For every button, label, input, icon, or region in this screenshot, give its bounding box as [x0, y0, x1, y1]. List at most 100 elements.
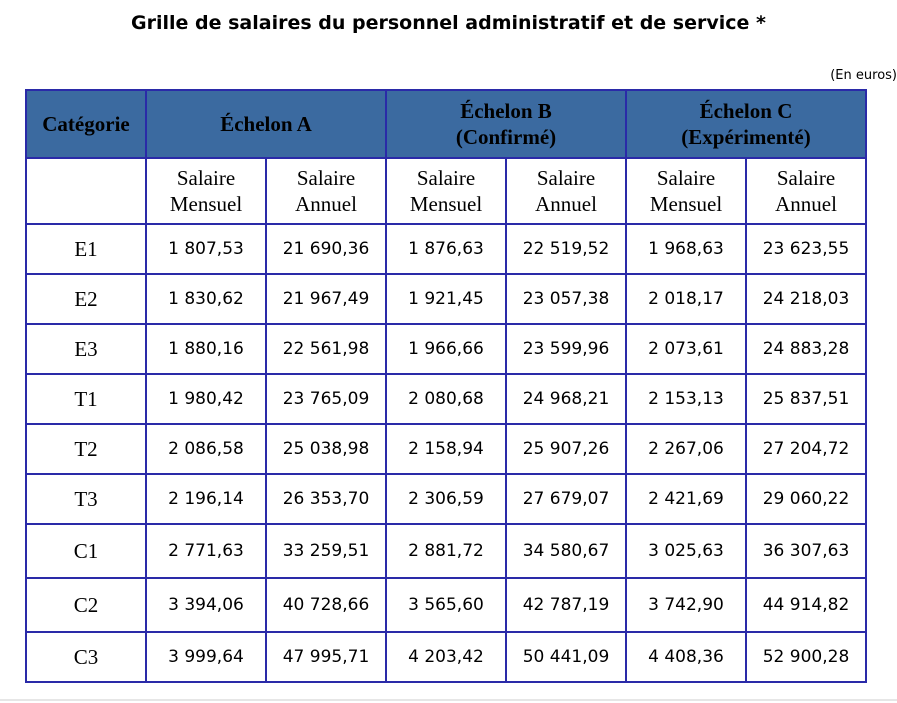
salary-cell: 50 441,09 [505, 631, 627, 683]
subheader-b-mensuel: Salaire Mensuel [385, 157, 507, 225]
table-row: C1 2 771,63 33 259,51 2 881,72 34 580,67… [25, 523, 867, 579]
salary-cell: 29 060,22 [745, 473, 867, 525]
salary-cell: 4 408,36 [625, 631, 747, 683]
subheader-label: Mensuel [409, 192, 483, 216]
salary-cell: 2 086,58 [145, 423, 267, 475]
category-cell: C2 [25, 577, 147, 633]
header-echelon-b: Échelon B (Confirmé) [385, 89, 627, 159]
table-row: T2 2 086,58 25 038,98 2 158,94 25 907,26… [25, 423, 867, 475]
salary-cell: 27 679,07 [505, 473, 627, 525]
subheader-row: Salaire Mensuel Salaire Annuel Salaire M… [25, 157, 867, 225]
table-row: E1 1 807,53 21 690,36 1 876,63 22 519,52… [25, 223, 867, 275]
header-echelon-b-subtitle: (Confirmé) [455, 125, 557, 149]
salary-cell: 24 968,21 [505, 373, 627, 425]
table-row: C3 3 999,64 47 995,71 4 203,42 50 441,09… [25, 631, 867, 683]
salary-cell: 40 728,66 [265, 577, 387, 633]
salary-cell: 2 153,13 [625, 373, 747, 425]
subheader-label: Mensuel [169, 192, 243, 216]
header-echelon-a: Échelon A [145, 89, 387, 159]
salary-cell: 1 876,63 [385, 223, 507, 275]
page-title: Grille de salaires du personnel administ… [131, 12, 766, 34]
category-cell: C3 [25, 631, 147, 683]
subheader-label: Salaire [416, 166, 476, 190]
table-row: E2 1 830,62 21 967,49 1 921,45 23 057,38… [25, 273, 867, 325]
salary-cell: 2 073,61 [625, 323, 747, 375]
subheader-a-mensuel: Salaire Mensuel [145, 157, 267, 225]
table-row: T1 1 980,42 23 765,09 2 080,68 24 968,21… [25, 373, 867, 425]
salary-cell: 21 690,36 [265, 223, 387, 275]
salary-cell: 23 599,96 [505, 323, 627, 375]
salary-cell: 1 807,53 [145, 223, 267, 275]
subheader-label: Salaire [296, 166, 356, 190]
salary-cell: 25 837,51 [745, 373, 867, 425]
salary-cell: 2 771,63 [145, 523, 267, 579]
salary-cell: 23 057,38 [505, 273, 627, 325]
salary-cell: 2 881,72 [385, 523, 507, 579]
header-echelon-c-title: Échelon C [699, 99, 793, 123]
salary-cell: 1 968,63 [625, 223, 747, 275]
subheader-label: Salaire [776, 166, 836, 190]
subheader-a-annuel: Salaire Annuel [265, 157, 387, 225]
table-row: T3 2 196,14 26 353,70 2 306,59 27 679,07… [25, 473, 867, 525]
salary-cell: 36 307,63 [745, 523, 867, 579]
salary-cell: 44 914,82 [745, 577, 867, 633]
salary-cell: 22 519,52 [505, 223, 627, 275]
table-row: C2 3 394,06 40 728,66 3 565,60 42 787,19… [25, 577, 867, 633]
table-row: E3 1 880,16 22 561,98 1 966,66 23 599,96… [25, 323, 867, 375]
salary-cell: 27 204,72 [745, 423, 867, 475]
salary-cell: 24 883,28 [745, 323, 867, 375]
salary-cell: 21 967,49 [265, 273, 387, 325]
subheader-label: Salaire [176, 166, 236, 190]
category-cell: E3 [25, 323, 147, 375]
page-divider [0, 699, 897, 701]
salary-cell: 24 218,03 [745, 273, 867, 325]
salary-cell: 1 880,16 [145, 323, 267, 375]
category-cell: T2 [25, 423, 147, 475]
category-cell: C1 [25, 523, 147, 579]
category-cell: E2 [25, 273, 147, 325]
header-category: Catégorie [25, 89, 147, 159]
subheader-c-mensuel: Salaire Mensuel [625, 157, 747, 225]
category-cell: T1 [25, 373, 147, 425]
salary-cell: 1 921,45 [385, 273, 507, 325]
header-echelon-c: Échelon C (Expérimenté) [625, 89, 867, 159]
salary-cell: 3 742,90 [625, 577, 747, 633]
salary-cell: 3 025,63 [625, 523, 747, 579]
salary-cell: 2 158,94 [385, 423, 507, 475]
salary-cell: 42 787,19 [505, 577, 627, 633]
salary-cell: 2 018,17 [625, 273, 747, 325]
salary-cell: 1 966,66 [385, 323, 507, 375]
subheader-c-annuel: Salaire Annuel [745, 157, 867, 225]
subheader-label: Annuel [775, 192, 837, 216]
salary-cell: 25 907,26 [505, 423, 627, 475]
header-echelon-c-subtitle: (Expérimenté) [681, 125, 811, 149]
salary-cell: 4 203,42 [385, 631, 507, 683]
salary-table: Catégorie Échelon A Échelon B (Confirmé)… [25, 89, 867, 683]
salary-cell: 3 394,06 [145, 577, 267, 633]
salary-cell: 3 999,64 [145, 631, 267, 683]
subheader-label: Annuel [535, 192, 597, 216]
unit-note: (En euros) [830, 68, 897, 83]
salary-cell: 2 306,59 [385, 473, 507, 525]
subheader-label: Annuel [295, 192, 357, 216]
category-cell: T3 [25, 473, 147, 525]
salary-cell: 1 980,42 [145, 373, 267, 425]
salary-cell: 25 038,98 [265, 423, 387, 475]
salary-cell: 1 830,62 [145, 273, 267, 325]
salary-cell: 34 580,67 [505, 523, 627, 579]
salary-cell: 26 353,70 [265, 473, 387, 525]
salary-cell: 2 196,14 [145, 473, 267, 525]
salary-cell: 23 623,55 [745, 223, 867, 275]
subheader-empty [25, 157, 147, 225]
salary-cell: 33 259,51 [265, 523, 387, 579]
salary-cell: 22 561,98 [265, 323, 387, 375]
salary-cell: 2 421,69 [625, 473, 747, 525]
salary-cell: 3 565,60 [385, 577, 507, 633]
category-cell: E1 [25, 223, 147, 275]
salary-cell: 2 080,68 [385, 373, 507, 425]
salary-cell: 47 995,71 [265, 631, 387, 683]
subheader-label: Salaire [656, 166, 716, 190]
header-row: Catégorie Échelon A Échelon B (Confirmé)… [25, 89, 867, 159]
subheader-b-annuel: Salaire Annuel [505, 157, 627, 225]
subheader-label: Mensuel [649, 192, 723, 216]
